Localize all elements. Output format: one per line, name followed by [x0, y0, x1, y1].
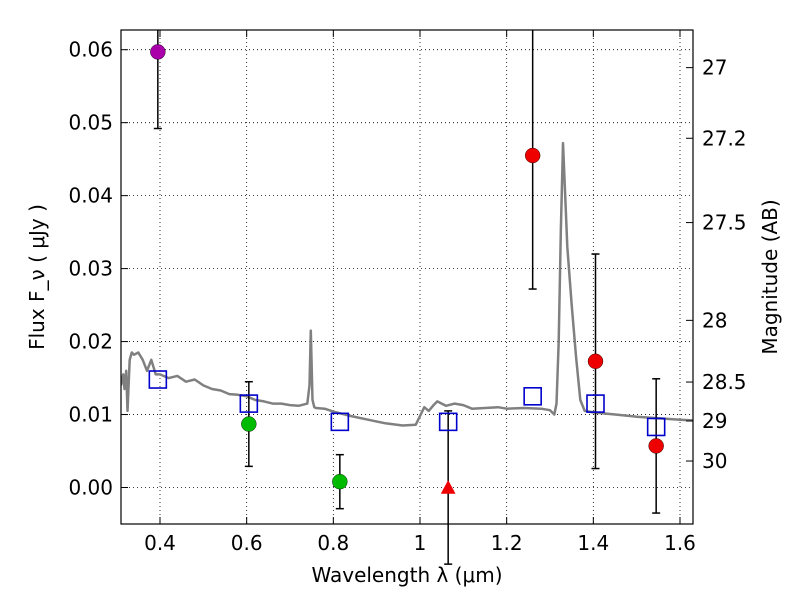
- y-tick-label: 0.06: [68, 38, 113, 62]
- magnitude-axis-label: Magnitude (AB): [758, 199, 782, 354]
- x-tick-label: 0.8: [317, 531, 349, 555]
- magnitude-tick-label: 28: [702, 308, 727, 332]
- y-tick-label: 0.02: [68, 330, 113, 354]
- observed-point: [241, 416, 257, 432]
- observed-point: [524, 147, 541, 164]
- y-axis-ticks: 0.00 0.01 0.02 0.03 0.04 0.05 0.06: [68, 38, 128, 500]
- magnitude-tick-label: 29: [702, 409, 727, 433]
- x-tick-label: 1.2: [491, 531, 523, 555]
- magnitude-tick-label: 30: [702, 449, 727, 473]
- magnitude-axis-ticks: 27 27.2 27.5 28 28.5 29 30: [686, 56, 747, 473]
- model-photometry-square: [148, 370, 168, 389]
- model-photometry-square: [523, 387, 542, 406]
- y-tick-label: 0.00: [68, 476, 113, 500]
- model-photometry-layer: [148, 370, 666, 437]
- observed-point: [587, 353, 604, 369]
- upper-limit-triangle: [440, 479, 456, 494]
- observed-point: [150, 44, 166, 60]
- plot-frame: [120, 29, 694, 525]
- x-tick-label: 1.4: [577, 531, 609, 555]
- magnitude-tick-label: 27.5: [702, 211, 747, 235]
- observed-point: [648, 438, 664, 454]
- model-photometry-square: [438, 412, 458, 432]
- observed-points: [150, 44, 664, 494]
- model-photometry-square: [239, 394, 259, 413]
- x-axis-label: Wavelength λ (μm): [311, 563, 502, 587]
- y-tick-label: 0.04: [68, 184, 113, 208]
- grid: [121, 30, 693, 524]
- observed-point: [332, 473, 348, 490]
- x-tick-label: 1: [414, 531, 427, 555]
- y-axis-label: Flux F_ν ( μJy ): [25, 204, 49, 350]
- model-photometry-square: [330, 412, 350, 432]
- y-tick-label: 0.01: [68, 403, 113, 427]
- magnitude-tick-label: 27: [702, 56, 727, 80]
- magnitude-tick-label: 28.5: [702, 370, 747, 394]
- x-tick-label: 0.6: [231, 531, 263, 555]
- magnitude-tick-label: 27.2: [702, 126, 747, 150]
- plot-background: [121, 30, 693, 524]
- x-axis-ticks: 0.4 0.6 0.8 1 1.2 1.4 1.6: [144, 30, 696, 555]
- x-tick-label: 0.4: [144, 531, 176, 555]
- x-tick-label: 1.6: [664, 531, 696, 555]
- model-photometry-square: [646, 417, 666, 437]
- y-tick-label: 0.05: [68, 111, 113, 135]
- model-photometry-square: [586, 394, 605, 413]
- y-tick-label: 0.03: [68, 257, 113, 281]
